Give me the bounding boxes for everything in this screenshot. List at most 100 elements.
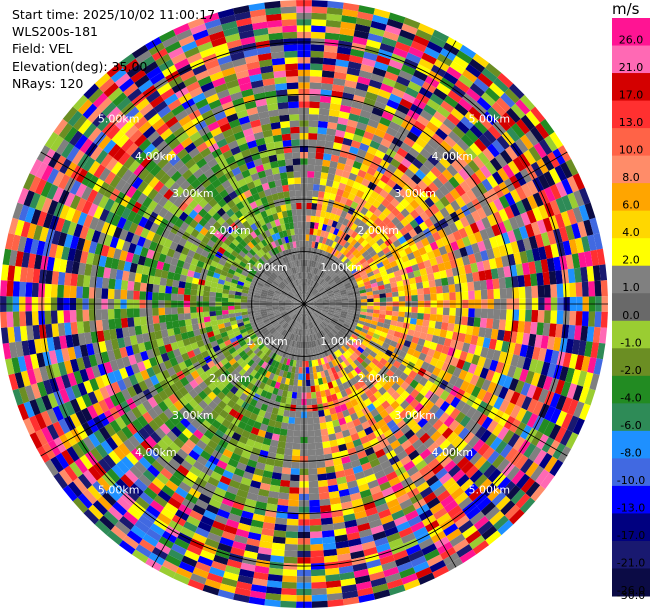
range-gate xyxy=(178,361,188,371)
range-gate xyxy=(338,565,354,575)
range-gate xyxy=(427,458,440,470)
range-gate xyxy=(23,417,36,435)
range-gate xyxy=(387,329,396,336)
range-gate xyxy=(239,274,247,280)
range-gate xyxy=(480,289,488,300)
range-gate xyxy=(340,291,348,296)
range-gate xyxy=(261,476,272,485)
range-gate xyxy=(139,282,148,292)
range-gate xyxy=(382,225,391,235)
range-gate xyxy=(309,286,314,293)
range-gate xyxy=(523,149,537,166)
range-gate xyxy=(297,347,301,355)
range-gate xyxy=(540,232,551,247)
range-gate xyxy=(392,183,403,194)
range-gate xyxy=(314,310,321,315)
range-gate xyxy=(357,320,365,326)
range-gate xyxy=(192,567,209,579)
range-gate xyxy=(434,161,447,174)
range-gate xyxy=(526,398,539,414)
range-gate xyxy=(343,164,353,173)
range-gate xyxy=(180,526,195,539)
range-gate xyxy=(350,140,362,149)
range-gate xyxy=(167,497,182,510)
range-gate xyxy=(118,228,129,241)
range-gate xyxy=(283,562,298,570)
range-gate xyxy=(287,310,294,315)
range-gate xyxy=(499,309,507,320)
range-gate xyxy=(160,329,169,339)
range-gate xyxy=(374,128,386,139)
range-gate xyxy=(280,600,297,608)
range-gate xyxy=(222,250,231,258)
range-gate xyxy=(561,269,570,284)
range-gate xyxy=(322,298,329,301)
range-gate xyxy=(567,324,576,340)
range-gate xyxy=(259,449,269,458)
range-gate xyxy=(310,537,323,545)
range-gate xyxy=(306,259,310,267)
range-gate xyxy=(221,530,236,541)
range-gate xyxy=(329,301,336,304)
range-gate xyxy=(455,155,468,169)
range-gate xyxy=(352,287,360,293)
range-gate xyxy=(188,336,197,345)
range-gate xyxy=(460,316,469,326)
range-gate xyxy=(55,452,70,470)
range-gate xyxy=(340,239,348,247)
range-gate xyxy=(411,263,420,272)
range-gate xyxy=(392,414,403,425)
range-gate xyxy=(479,165,492,179)
range-gate xyxy=(147,199,158,212)
range-gate xyxy=(14,372,25,389)
range-gate xyxy=(189,465,202,477)
range-gate xyxy=(217,246,226,255)
range-gate xyxy=(307,293,312,299)
range-gate xyxy=(324,561,339,570)
range-gate xyxy=(424,197,435,208)
range-gate xyxy=(411,295,418,302)
range-gate xyxy=(429,383,440,394)
range-gate xyxy=(308,487,319,494)
range-gate xyxy=(154,354,164,365)
range-gate xyxy=(579,187,591,205)
range-gate xyxy=(538,347,547,362)
range-gate xyxy=(15,341,24,358)
range-gate xyxy=(285,301,292,304)
range-gate xyxy=(235,287,243,293)
range-gate xyxy=(242,363,251,372)
range-gate xyxy=(487,125,502,140)
range-gate xyxy=(331,317,339,323)
range-gate xyxy=(544,135,558,152)
range-gate xyxy=(342,279,350,285)
range-gate xyxy=(372,530,387,541)
range-gate xyxy=(397,235,407,245)
range-gate xyxy=(316,139,326,148)
range-gate xyxy=(295,308,301,315)
range-gate xyxy=(349,336,357,343)
range-gate xyxy=(420,361,430,371)
range-gate xyxy=(367,452,378,462)
range-gate xyxy=(519,250,529,264)
range-gate xyxy=(321,310,328,314)
range-gate xyxy=(323,555,338,563)
range-gate xyxy=(146,367,156,378)
range-gate xyxy=(326,7,343,16)
range-gate xyxy=(350,222,358,231)
range-gate xyxy=(391,286,399,293)
range-gate xyxy=(395,377,405,387)
range-gate xyxy=(203,444,215,456)
range-gate xyxy=(477,520,494,536)
range-gate xyxy=(553,337,562,352)
range-gate xyxy=(137,342,147,353)
range-gate xyxy=(269,344,276,351)
range-gate xyxy=(304,335,307,342)
range-gate xyxy=(419,148,432,160)
range-gate xyxy=(204,368,214,378)
range-gate xyxy=(348,486,360,495)
range-gate xyxy=(322,64,336,72)
range-gate xyxy=(226,559,242,569)
range-gate xyxy=(337,330,345,337)
range-gate xyxy=(272,298,280,301)
range-gate xyxy=(251,323,259,329)
